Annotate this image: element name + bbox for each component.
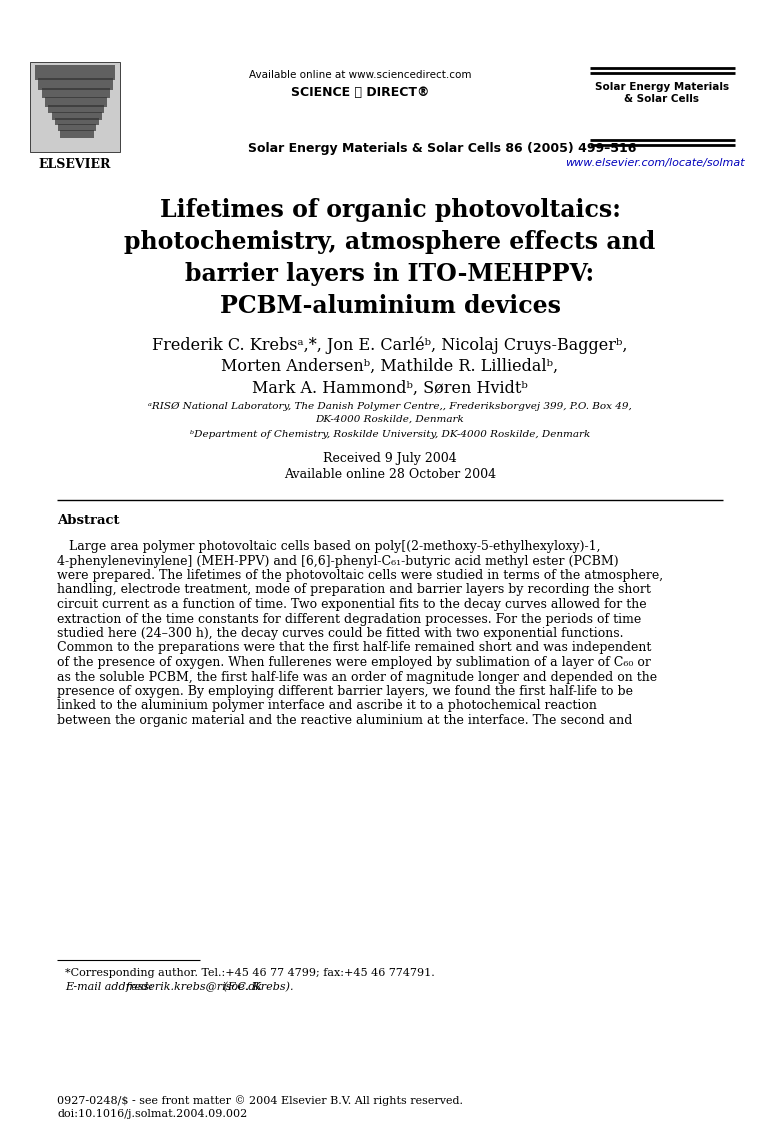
Text: PCBM-aluminium devices: PCBM-aluminium devices (219, 293, 561, 318)
Text: doi:10.1016/j.solmat.2004.09.002: doi:10.1016/j.solmat.2004.09.002 (57, 1109, 247, 1119)
Bar (35, 65, 115, 80)
Text: *Corresponding author. Tel.:+45 46 77 4799; fax:+45 46 774791.: *Corresponding author. Tel.:+45 46 77 47… (65, 968, 434, 978)
Text: Frederik C. Krebsᵃ,*, Jon E. Carléᵇ, Nicolaj Cruys-Baggerᵇ,: Frederik C. Krebsᵃ,*, Jon E. Carléᵇ, Nic… (152, 337, 628, 353)
Text: Common to the preparations were that the first half-life remained short and was : Common to the preparations were that the… (57, 641, 651, 655)
Bar (60, 130, 94, 138)
Bar (45, 97, 107, 107)
Text: circuit current as a function of time. Two exponential fits to the decay curves : circuit current as a function of time. T… (57, 598, 647, 611)
Text: Abstract: Abstract (57, 514, 119, 527)
Text: of the presence of oxygen. When fullerenes were employed by sublimation of a lay: of the presence of oxygen. When fulleren… (57, 656, 651, 668)
Text: SCIENCE ⓓ DIRECT®: SCIENCE ⓓ DIRECT® (291, 86, 429, 99)
Text: handling, electrode treatment, mode of preparation and barrier layers by recordi: handling, electrode treatment, mode of p… (57, 583, 651, 596)
Text: frederik.krebs@risoe.dk: frederik.krebs@risoe.dk (126, 982, 263, 993)
Text: Lifetimes of organic photovoltaics:: Lifetimes of organic photovoltaics: (160, 198, 620, 222)
Text: barrier layers in ITO-MEHPPV:: barrier layers in ITO-MEHPPV: (186, 262, 594, 286)
Text: Mark A. Hammondᵇ, Søren Hvidtᵇ: Mark A. Hammondᵇ, Søren Hvidtᵇ (252, 380, 528, 397)
Text: presence of oxygen. By employing different barrier layers, we found the first ha: presence of oxygen. By employing differe… (57, 685, 633, 698)
Text: (F.C. Krebs).: (F.C. Krebs). (220, 982, 293, 993)
Text: 4-phenylenevinylene] (MEH-PPV) and [6,6]-phenyl-C₆₁-butyric acid methyl ester (P: 4-phenylenevinylene] (MEH-PPV) and [6,6]… (57, 554, 619, 568)
Text: photochemistry, atmosphere effects and: photochemistry, atmosphere effects and (124, 230, 656, 254)
Text: 0927-0248/$ - see front matter © 2004 Elsevier B.V. All rights reserved.: 0927-0248/$ - see front matter © 2004 El… (57, 1094, 463, 1106)
Text: Received 9 July 2004: Received 9 July 2004 (323, 452, 457, 465)
Text: Solar Energy Materials & Solar Cells 86 (2005) 499–516: Solar Energy Materials & Solar Cells 86 … (248, 142, 636, 155)
Bar (30, 62, 120, 152)
Text: ᵇDepartment of Chemistry, Roskilde University, DK-4000 Roskilde, Denmark: ᵇDepartment of Chemistry, Roskilde Unive… (190, 431, 590, 438)
Text: Available online at www.sciencedirect.com: Available online at www.sciencedirect.co… (249, 70, 471, 80)
Text: E-mail address:: E-mail address: (65, 982, 156, 993)
Text: as the soluble PCBM, the first half-life was an order of magnitude longer and de: as the soluble PCBM, the first half-life… (57, 671, 657, 683)
Bar (48, 105, 104, 113)
Text: ᵃRISØ National Laboratory, The Danish Polymer Centre,, Frederiksborgvej 399, P.O: ᵃRISØ National Laboratory, The Danish Po… (148, 402, 632, 411)
Bar (58, 123, 96, 131)
Text: Morten Andersenᵇ, Mathilde R. Lilliedalᵇ,: Morten Andersenᵇ, Mathilde R. Lilliedalᵇ… (222, 358, 558, 375)
Text: studied here (24–300 h), the decay curves could be fitted with two exponential f: studied here (24–300 h), the decay curve… (57, 627, 623, 640)
Text: DK-4000 Roskilde, Denmark: DK-4000 Roskilde, Denmark (316, 415, 464, 424)
Bar (52, 112, 102, 120)
Bar (55, 118, 99, 125)
Text: www.elsevier.com/locate/solmat: www.elsevier.com/locate/solmat (566, 157, 745, 168)
Text: were prepared. The lifetimes of the photovoltaic cells were studied in terms of : were prepared. The lifetimes of the phot… (57, 569, 663, 582)
Text: ELSEVIER: ELSEVIER (39, 157, 112, 171)
Text: Available online 28 October 2004: Available online 28 October 2004 (284, 468, 496, 482)
Text: Solar Energy Materials: Solar Energy Materials (595, 82, 729, 92)
Text: & Solar Cells: & Solar Cells (625, 94, 700, 104)
Text: extraction of the time constants for different degradation processes. For the pe: extraction of the time constants for dif… (57, 613, 641, 625)
Text: linked to the aluminium polymer interface and ascribe it to a photochemical reac: linked to the aluminium polymer interfac… (57, 699, 597, 713)
Text: Large area polymer photovoltaic cells based on poly[(2-methoxy-5-ethylhexyloxy)-: Large area polymer photovoltaic cells ba… (57, 540, 601, 553)
Text: between the organic material and the reactive aluminium at the interface. The se: between the organic material and the rea… (57, 714, 633, 727)
Bar (42, 88, 110, 97)
Bar (38, 78, 113, 90)
